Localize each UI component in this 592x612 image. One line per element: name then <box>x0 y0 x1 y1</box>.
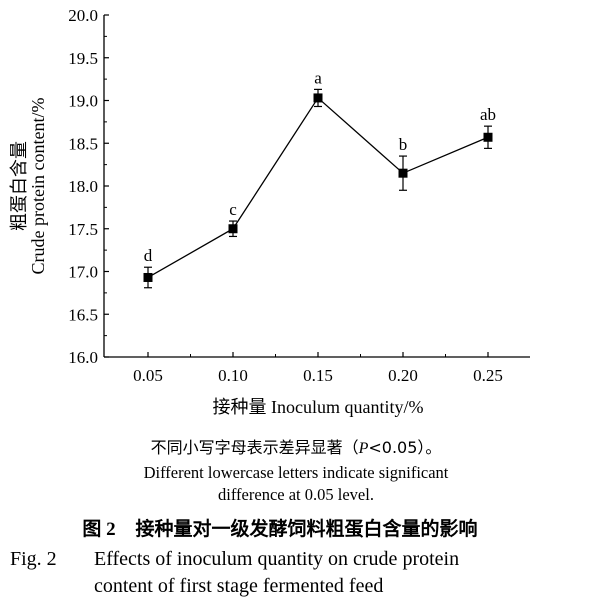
caption-english: Fig. 2 Effects of inoculum quantity on cr… <box>10 546 585 600</box>
caption-en-line2: content of first stage fermented feed <box>94 575 384 597</box>
significance-label: c <box>229 200 237 219</box>
y-axis-title-en: Crude protein content/% <box>28 98 48 275</box>
significance-label: d <box>144 246 153 265</box>
note-cn-before: 不同小写字母表示差异显著（ <box>150 438 359 457</box>
caption-cn-fig: 图 2 <box>82 519 116 540</box>
x-tick-label: 0.25 <box>473 366 503 385</box>
y-ticks: 16.0 16.5 17.0 17.5 18.0 18.5 19.0 19.5 20.0 <box>68 6 109 367</box>
note-en-line2: difference at 0.05 level. <box>218 485 374 504</box>
data-point <box>313 93 323 103</box>
chart: 16.0 16.5 17.0 17.5 18.0 18.5 19.0 19.5 20.0 0.0… <box>9 6 530 417</box>
y-tick-label: 18.0 <box>68 177 98 196</box>
y-tick-label: 17.0 <box>68 263 98 282</box>
series-line <box>147 96 489 279</box>
y-tick-label: 19.5 <box>68 49 98 68</box>
data-point <box>228 224 238 234</box>
x-tick-label: 0.15 <box>303 366 333 385</box>
y-axis-title-cn: 粗蛋白含量 <box>9 141 29 231</box>
data-point <box>483 132 493 142</box>
x-ticks: 0.05 0.10 0.15 0.20 0.25 <box>133 352 503 385</box>
note-chinese: 不同小写字母表示差异显著（P<0.05）。 <box>0 434 592 458</box>
note-en-line1: Different lowercase letters indicate sig… <box>143 463 449 482</box>
y-tick-label: 18.5 <box>68 134 98 153</box>
note-cn-after: <0.05）。 <box>368 438 442 457</box>
note-english: Different lowercase letters indicate sig… <box>0 462 592 506</box>
caption-cn-title: 接种量对一级发酵饲料粗蛋白含量的影响 <box>135 518 478 540</box>
x-tick-label: 0.10 <box>218 366 248 385</box>
x-axis-title: 接种量 Inoculum quantity/% <box>213 397 424 417</box>
data-point <box>398 168 408 178</box>
y-tick-label: 16.0 <box>68 348 98 367</box>
x-tick-label: 0.05 <box>133 366 163 385</box>
data-point <box>143 272 153 282</box>
y-tick-label: 17.5 <box>68 220 98 239</box>
significance-label: b <box>399 135 408 154</box>
y-tick-label: 19.0 <box>68 92 98 111</box>
significance-label: ab <box>480 105 496 124</box>
x-tick-label: 0.20 <box>388 366 418 385</box>
axes <box>103 15 530 358</box>
y-tick-label: 16.5 <box>68 305 98 324</box>
note-cn-p: P <box>358 440 369 457</box>
y-tick-label: 20.0 <box>68 6 98 25</box>
caption-en-fig: Fig. 2 <box>10 548 57 570</box>
caption-chinese: 图 2 接种量对一级发酵饲料粗蛋白含量的影响 <box>0 514 560 541</box>
caption-en-line1: Effects of inoculum quantity on crude pr… <box>94 548 460 570</box>
significance-label: a <box>314 68 322 87</box>
